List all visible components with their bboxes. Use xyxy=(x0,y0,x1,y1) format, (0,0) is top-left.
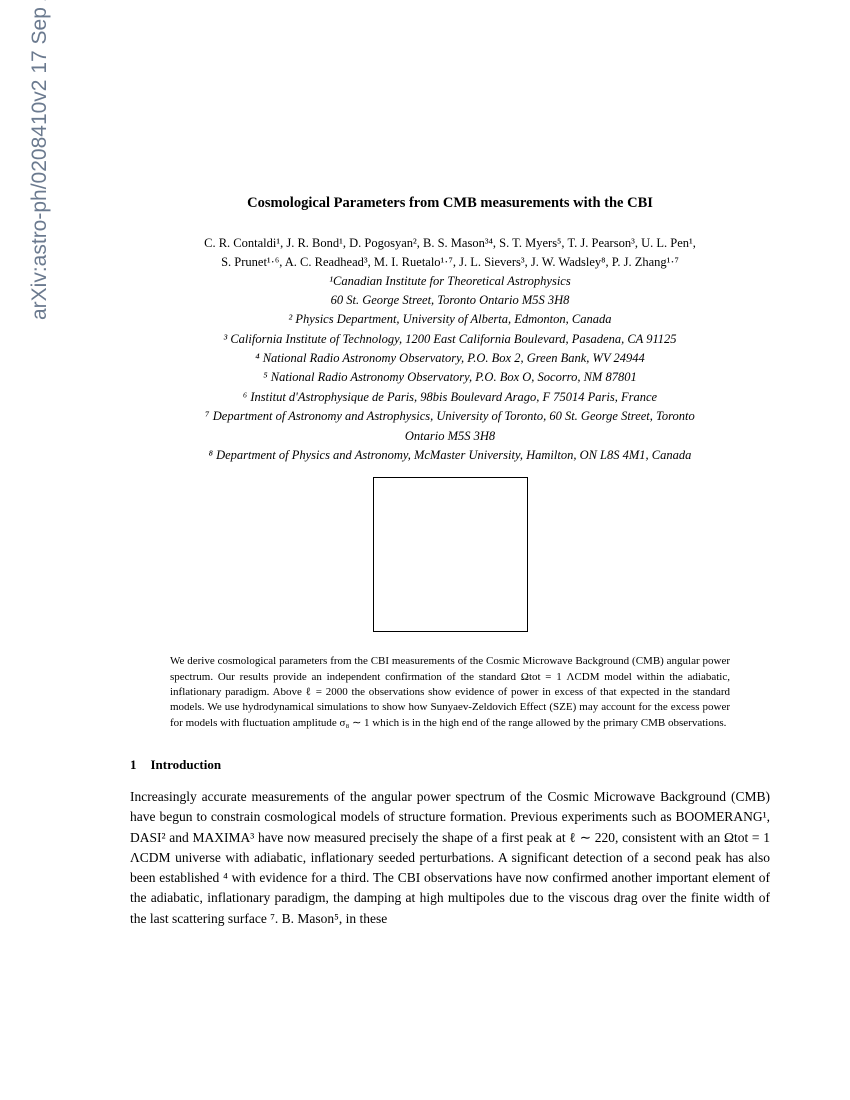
arxiv-identifier: arXiv:astro-ph/0208410v2 17 Sep 2002 xyxy=(28,0,52,320)
paper-title: Cosmological Parameters from CMB measure… xyxy=(130,195,770,212)
affiliation-2: ² Physics Department, University of Albe… xyxy=(130,310,770,329)
affiliations-block: ¹Canadian Institute for Theoretical Astr… xyxy=(130,272,770,466)
body-paragraph: Increasingly accurate measurements of th… xyxy=(130,787,770,929)
paper-content: Cosmological Parameters from CMB measure… xyxy=(130,195,770,929)
authors-block: C. R. Contaldi¹, J. R. Bond¹, D. Pogosya… xyxy=(130,234,770,272)
affiliation-8: ⁸ Department of Physics and Astronomy, M… xyxy=(130,446,770,465)
section-heading: 1 Introduction xyxy=(130,757,770,773)
affiliation-6: ⁶ Institut d'Astrophysique de Paris, 98b… xyxy=(130,388,770,407)
abstract-text: We derive cosmological parameters from t… xyxy=(170,654,730,731)
affiliation-7: ⁷ Department of Astronomy and Astrophysi… xyxy=(130,407,770,426)
affiliation-7b: Ontario M5S 3H8 xyxy=(130,427,770,446)
affiliation-3: ³ California Institute of Technology, 12… xyxy=(130,330,770,349)
section-number: 1 xyxy=(130,757,137,773)
authors-line-1: C. R. Contaldi¹, J. R. Bond¹, D. Pogosya… xyxy=(130,234,770,253)
affiliation-1: ¹Canadian Institute for Theoretical Astr… xyxy=(130,272,770,291)
authors-line-2: S. Prunet¹·⁶, A. C. Readhead³, M. I. Rue… xyxy=(130,253,770,272)
affiliation-4: ⁴ National Radio Astronomy Observatory, … xyxy=(130,349,770,368)
affiliation-5: ⁵ National Radio Astronomy Observatory, … xyxy=(130,368,770,387)
affiliation-1b: 60 St. George Street, Toronto Ontario M5… xyxy=(130,291,770,310)
section-title: Introduction xyxy=(151,757,222,772)
figure-placeholder xyxy=(373,477,528,632)
